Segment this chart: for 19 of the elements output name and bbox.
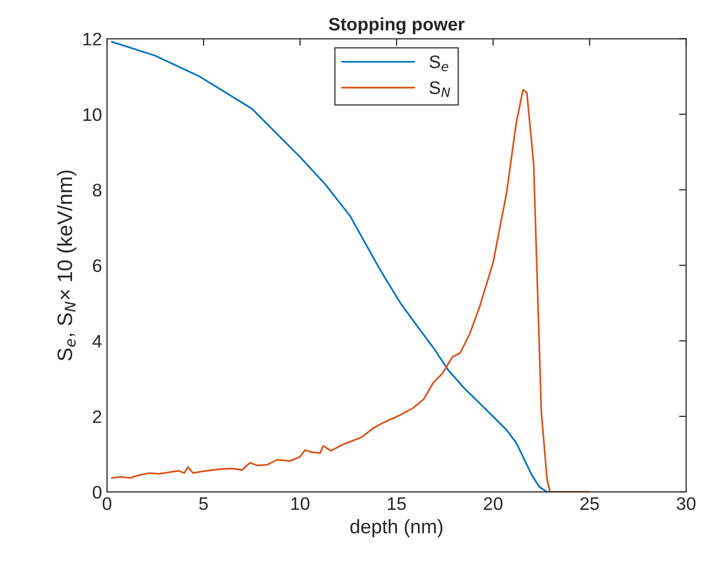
y-tick-label: 6: [93, 259, 102, 272]
legend-label: S$_{e}$: [430, 55, 448, 72]
x-tick-label: 10: [291, 497, 310, 510]
y-tick-label: 12: [83, 32, 102, 46]
y-tick-label: 0: [92, 486, 102, 499]
y-tick-label: 2: [93, 410, 102, 423]
chart-title: Stopping power: [328, 17, 464, 34]
legend-label: S$_{N}$: [430, 81, 450, 97]
x-tick-label: 25: [580, 497, 599, 510]
y-axis-title: S$_{e}$, S$_{N}$× 10 (keV/nm): [56, 170, 76, 361]
x-tick-label: 15: [388, 497, 406, 510]
x-tick-label: 0: [102, 497, 112, 510]
y-tick-label: 8: [92, 184, 102, 197]
x-tick-label: 5: [199, 497, 208, 510]
y-tick-label: 4: [92, 334, 102, 348]
x-tick-label: 30: [676, 497, 696, 510]
x-tick-label: 20: [484, 497, 502, 510]
y-tick-label: 10: [83, 108, 102, 122]
x-axis-title: depth (nm): [350, 519, 442, 538]
